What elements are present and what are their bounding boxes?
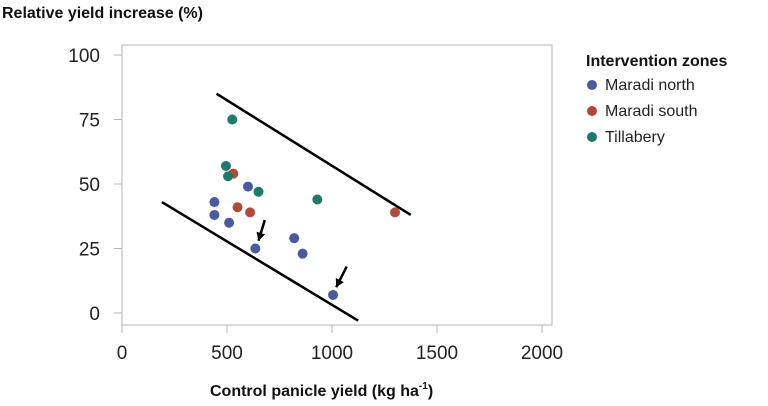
point-maradi-south [390, 207, 400, 218]
y-tick-label: 25 [79, 240, 100, 261]
annotation-arrow [256, 219, 266, 242]
point-maradi-south [245, 207, 256, 218]
bound-line-lower [161, 200, 359, 322]
point-maradi-north [224, 217, 235, 228]
y-tick-label: 0 [89, 304, 100, 325]
annotation-arrow [335, 265, 348, 288]
point-maradi-north [289, 233, 300, 244]
x-tick-label: 2000 [521, 343, 563, 364]
legend-swatch-maradi-south [587, 106, 597, 116]
legend-title: Intervention zones [586, 53, 727, 70]
x-axis-title: Control panicle yield (kg ha-1) [210, 381, 433, 400]
point-tillabery [223, 171, 234, 182]
legend: Intervention zones Maradi north Maradi so… [586, 53, 727, 146]
point-maradi-north [209, 197, 220, 208]
legend-label-maradi-south: Maradi south [605, 103, 698, 120]
legend-label-tillabery: Tillabery [605, 129, 665, 146]
point-maradi-north [243, 181, 253, 192]
point-maradi-north [209, 209, 220, 220]
x-tick-label: 500 [211, 343, 243, 364]
legend-label-maradi-north: Maradi north [605, 77, 695, 94]
y-tick-group: 0 25 50 75 100 [68, 46, 122, 325]
point-tillabery [253, 186, 264, 197]
point-tillabery [220, 160, 231, 171]
legend-swatch-maradi-north [587, 80, 597, 90]
point-maradi-north [250, 243, 261, 254]
point-maradi-south [232, 202, 243, 213]
annotation-arrows [256, 219, 348, 288]
x-tick-group: 0 500 1000 1500 2000 [117, 325, 563, 364]
bound-line-upper [215, 92, 412, 217]
x-tick-label: 0 [117, 343, 128, 364]
y-tick-label: 50 [79, 175, 100, 196]
plot-frame [121, 44, 553, 326]
bound-lines [161, 92, 412, 322]
legend-swatch-tillabery [587, 132, 597, 142]
x-tick-label: 1500 [416, 343, 458, 364]
legend-items: Maradi north Maradi south Tillabery [587, 77, 698, 146]
y-axis-title: Relative yield increase (%) [2, 5, 203, 22]
data-points [209, 114, 400, 300]
point-tillabery [312, 194, 323, 205]
point-maradi-north [297, 248, 308, 259]
point-maradi-north [328, 289, 339, 300]
x-tick-label: 1000 [311, 343, 353, 364]
point-tillabery [227, 114, 238, 125]
y-tick-label: 100 [68, 46, 100, 67]
y-tick-label: 75 [79, 111, 100, 132]
